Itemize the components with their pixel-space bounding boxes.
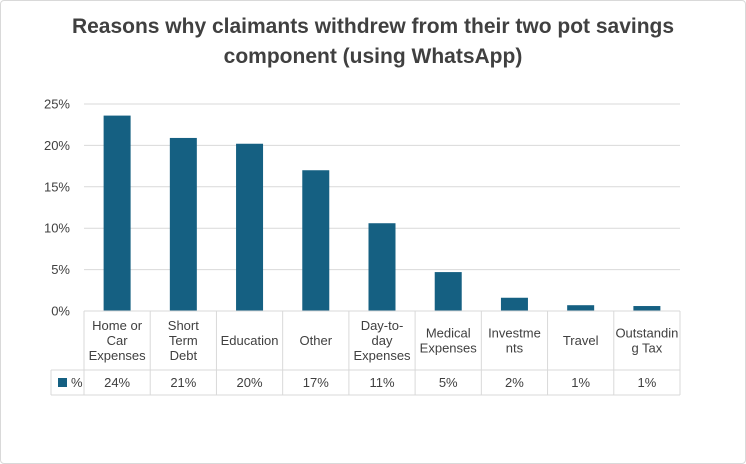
y-tick-label: 20% <box>44 138 70 153</box>
bar <box>567 305 595 311</box>
bar <box>633 306 661 311</box>
bar <box>368 223 396 311</box>
table-value: 1% <box>571 375 590 390</box>
category-label: Other <box>300 333 333 348</box>
bar <box>500 297 528 311</box>
bar <box>302 170 330 311</box>
category-label: Medical <box>426 326 471 341</box>
chart-title: Reasons why claimants withdrew from thei… <box>71 15 675 68</box>
y-tick-label: 5% <box>51 262 70 277</box>
category-label: Day-to- <box>361 318 404 333</box>
category-label: Term <box>169 333 198 348</box>
y-tick-label: 25% <box>44 97 70 112</box>
category-label: Investme <box>488 326 541 341</box>
category-label: Outstandin <box>615 326 678 341</box>
category-label: Expenses <box>420 341 478 356</box>
category-label: Expenses <box>353 348 411 363</box>
bar <box>169 137 197 311</box>
legend-key <box>58 378 67 387</box>
table-value: 2% <box>505 375 524 390</box>
category-label: g Tax <box>631 341 662 356</box>
bar <box>434 272 462 311</box>
table-value: 20% <box>237 375 263 390</box>
bar <box>236 143 264 311</box>
table-value: 17% <box>303 375 329 390</box>
category-label: Home or <box>92 318 143 333</box>
category-label: Short <box>168 318 199 333</box>
category-label: Education <box>221 333 279 348</box>
category-label: Debt <box>170 348 198 363</box>
table-value: 1% <box>637 375 656 390</box>
category-label: Expenses <box>89 348 147 363</box>
y-tick-label: 10% <box>44 221 70 236</box>
category-label: day <box>372 333 393 348</box>
table-value: 11% <box>369 375 394 390</box>
series-name: % <box>71 375 83 390</box>
table-value: 5% <box>439 375 458 390</box>
category-label: Travel <box>563 333 599 348</box>
y-tick-label: 15% <box>44 179 70 194</box>
y-tick-label: 0% <box>51 304 70 319</box>
category-label: Car <box>107 333 129 348</box>
bar <box>103 115 131 311</box>
table-value: 21% <box>170 375 196 390</box>
category-label: nts <box>506 341 524 356</box>
table-value: 24% <box>104 375 130 390</box>
